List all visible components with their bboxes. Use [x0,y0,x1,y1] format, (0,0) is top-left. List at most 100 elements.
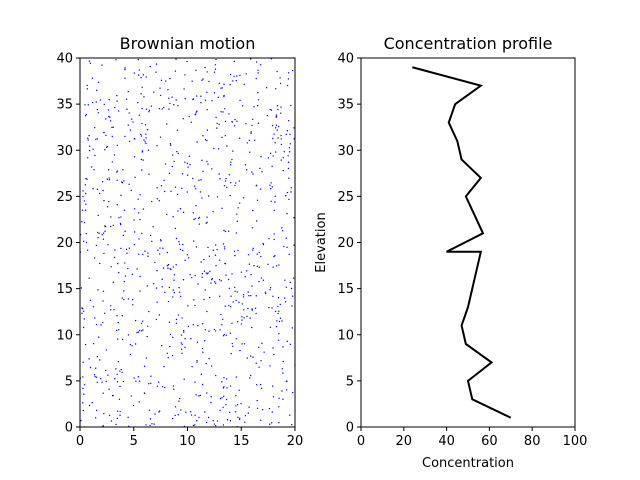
scatter-point [271,411,273,413]
scatter-point [143,139,145,141]
scatter-point [221,324,223,326]
scatter-point [91,401,93,404]
scatter-point [95,409,98,412]
scatter-point [82,195,84,198]
scatter-point [81,312,83,314]
scatter-point [151,240,153,243]
scatter-point [226,145,228,147]
scatter-point [142,320,144,322]
scatter-point [229,181,232,184]
scatter-point [269,423,271,425]
scatter-point [291,69,294,72]
scatter-point [83,393,85,395]
scatter-point [230,295,232,297]
scatter-point [82,190,84,192]
scatter-point [166,251,169,254]
scatter-point [285,133,288,136]
scatter-point [142,208,145,210]
scatter-point [202,78,204,80]
scatter-point [235,79,237,82]
scatter-point [291,295,294,297]
scatter-point [182,118,184,120]
scatter-point [85,241,88,244]
scatter-point [97,81,100,83]
scatter-point [250,374,252,377]
scatter-point [234,286,236,289]
scatter-point [204,411,206,413]
scatter-point [247,412,249,414]
scatter-point [180,342,182,344]
ax1-ytick-label: 35 [56,98,73,113]
scatter-point [229,194,231,197]
scatter-point [194,424,196,426]
scatter-point [135,380,137,382]
scatter-point [270,109,273,111]
scatter-point [196,141,198,143]
scatter-point [187,257,190,259]
scatter-point [256,407,259,410]
scatter-point [242,197,245,199]
scatter-point [108,177,110,179]
scatter-point [158,253,161,255]
scatter-point [246,315,248,318]
scatter-point [202,351,204,353]
scatter-point [126,252,128,254]
scatter-point [180,348,183,351]
scatter-point [102,238,105,240]
scatter-point [181,343,183,346]
scatter-point [91,101,94,104]
scatter-point [206,71,208,73]
scatter-point [259,383,262,386]
scatter-point [260,255,262,258]
scatter-point [94,376,96,378]
scatter-point [286,340,289,343]
scatter-point [110,305,112,307]
scatter-point [108,200,110,203]
scatter-point [199,191,202,193]
scatter-point [186,254,189,256]
scatter-point [244,421,246,424]
scatter-point [178,241,180,243]
scatter-point [271,124,274,127]
scatter-point [97,237,99,239]
scatter-point [203,270,206,272]
scatter-point [115,423,117,426]
scatter-point [210,396,212,398]
scatter-point [215,58,217,61]
scatter-point [196,341,199,343]
scatter-point [182,211,185,214]
scatter-point [192,177,194,180]
brownian-motion-subplot: Brownian motion 0 5 10 15 20 0 5 10 15 20 25 30 35 40 [56,34,303,449]
scatter-point [142,253,144,256]
scatter-point [145,108,148,111]
ax1-ytick-label: 10 [56,328,73,343]
scatter-point [109,120,112,122]
scatter-point [114,249,116,251]
scatter-point [229,332,232,334]
scatter-point [159,247,161,249]
scatter-point [129,343,132,346]
scatter-point [200,261,202,263]
scatter-point [232,345,234,347]
scatter-point [93,169,95,171]
scatter-point [241,319,243,321]
scatter-point [251,308,253,310]
scatter-point [213,423,216,425]
scatter-point [179,295,182,298]
scatter-point [267,263,269,266]
scatter-point [110,216,112,218]
scatter-point [103,252,105,255]
scatter-point [279,77,281,79]
scatter-point [183,378,185,380]
scatter-point [124,262,126,264]
scatter-point [133,156,136,158]
scatter-point [114,378,116,380]
scatter-point [286,389,288,391]
scatter-point [250,295,252,297]
scatter-point [142,159,144,161]
scatter-point [218,279,221,281]
scatter-point [138,238,140,240]
scatter-point [96,376,98,378]
scatter-point [269,184,271,186]
scatter-point [197,324,199,327]
